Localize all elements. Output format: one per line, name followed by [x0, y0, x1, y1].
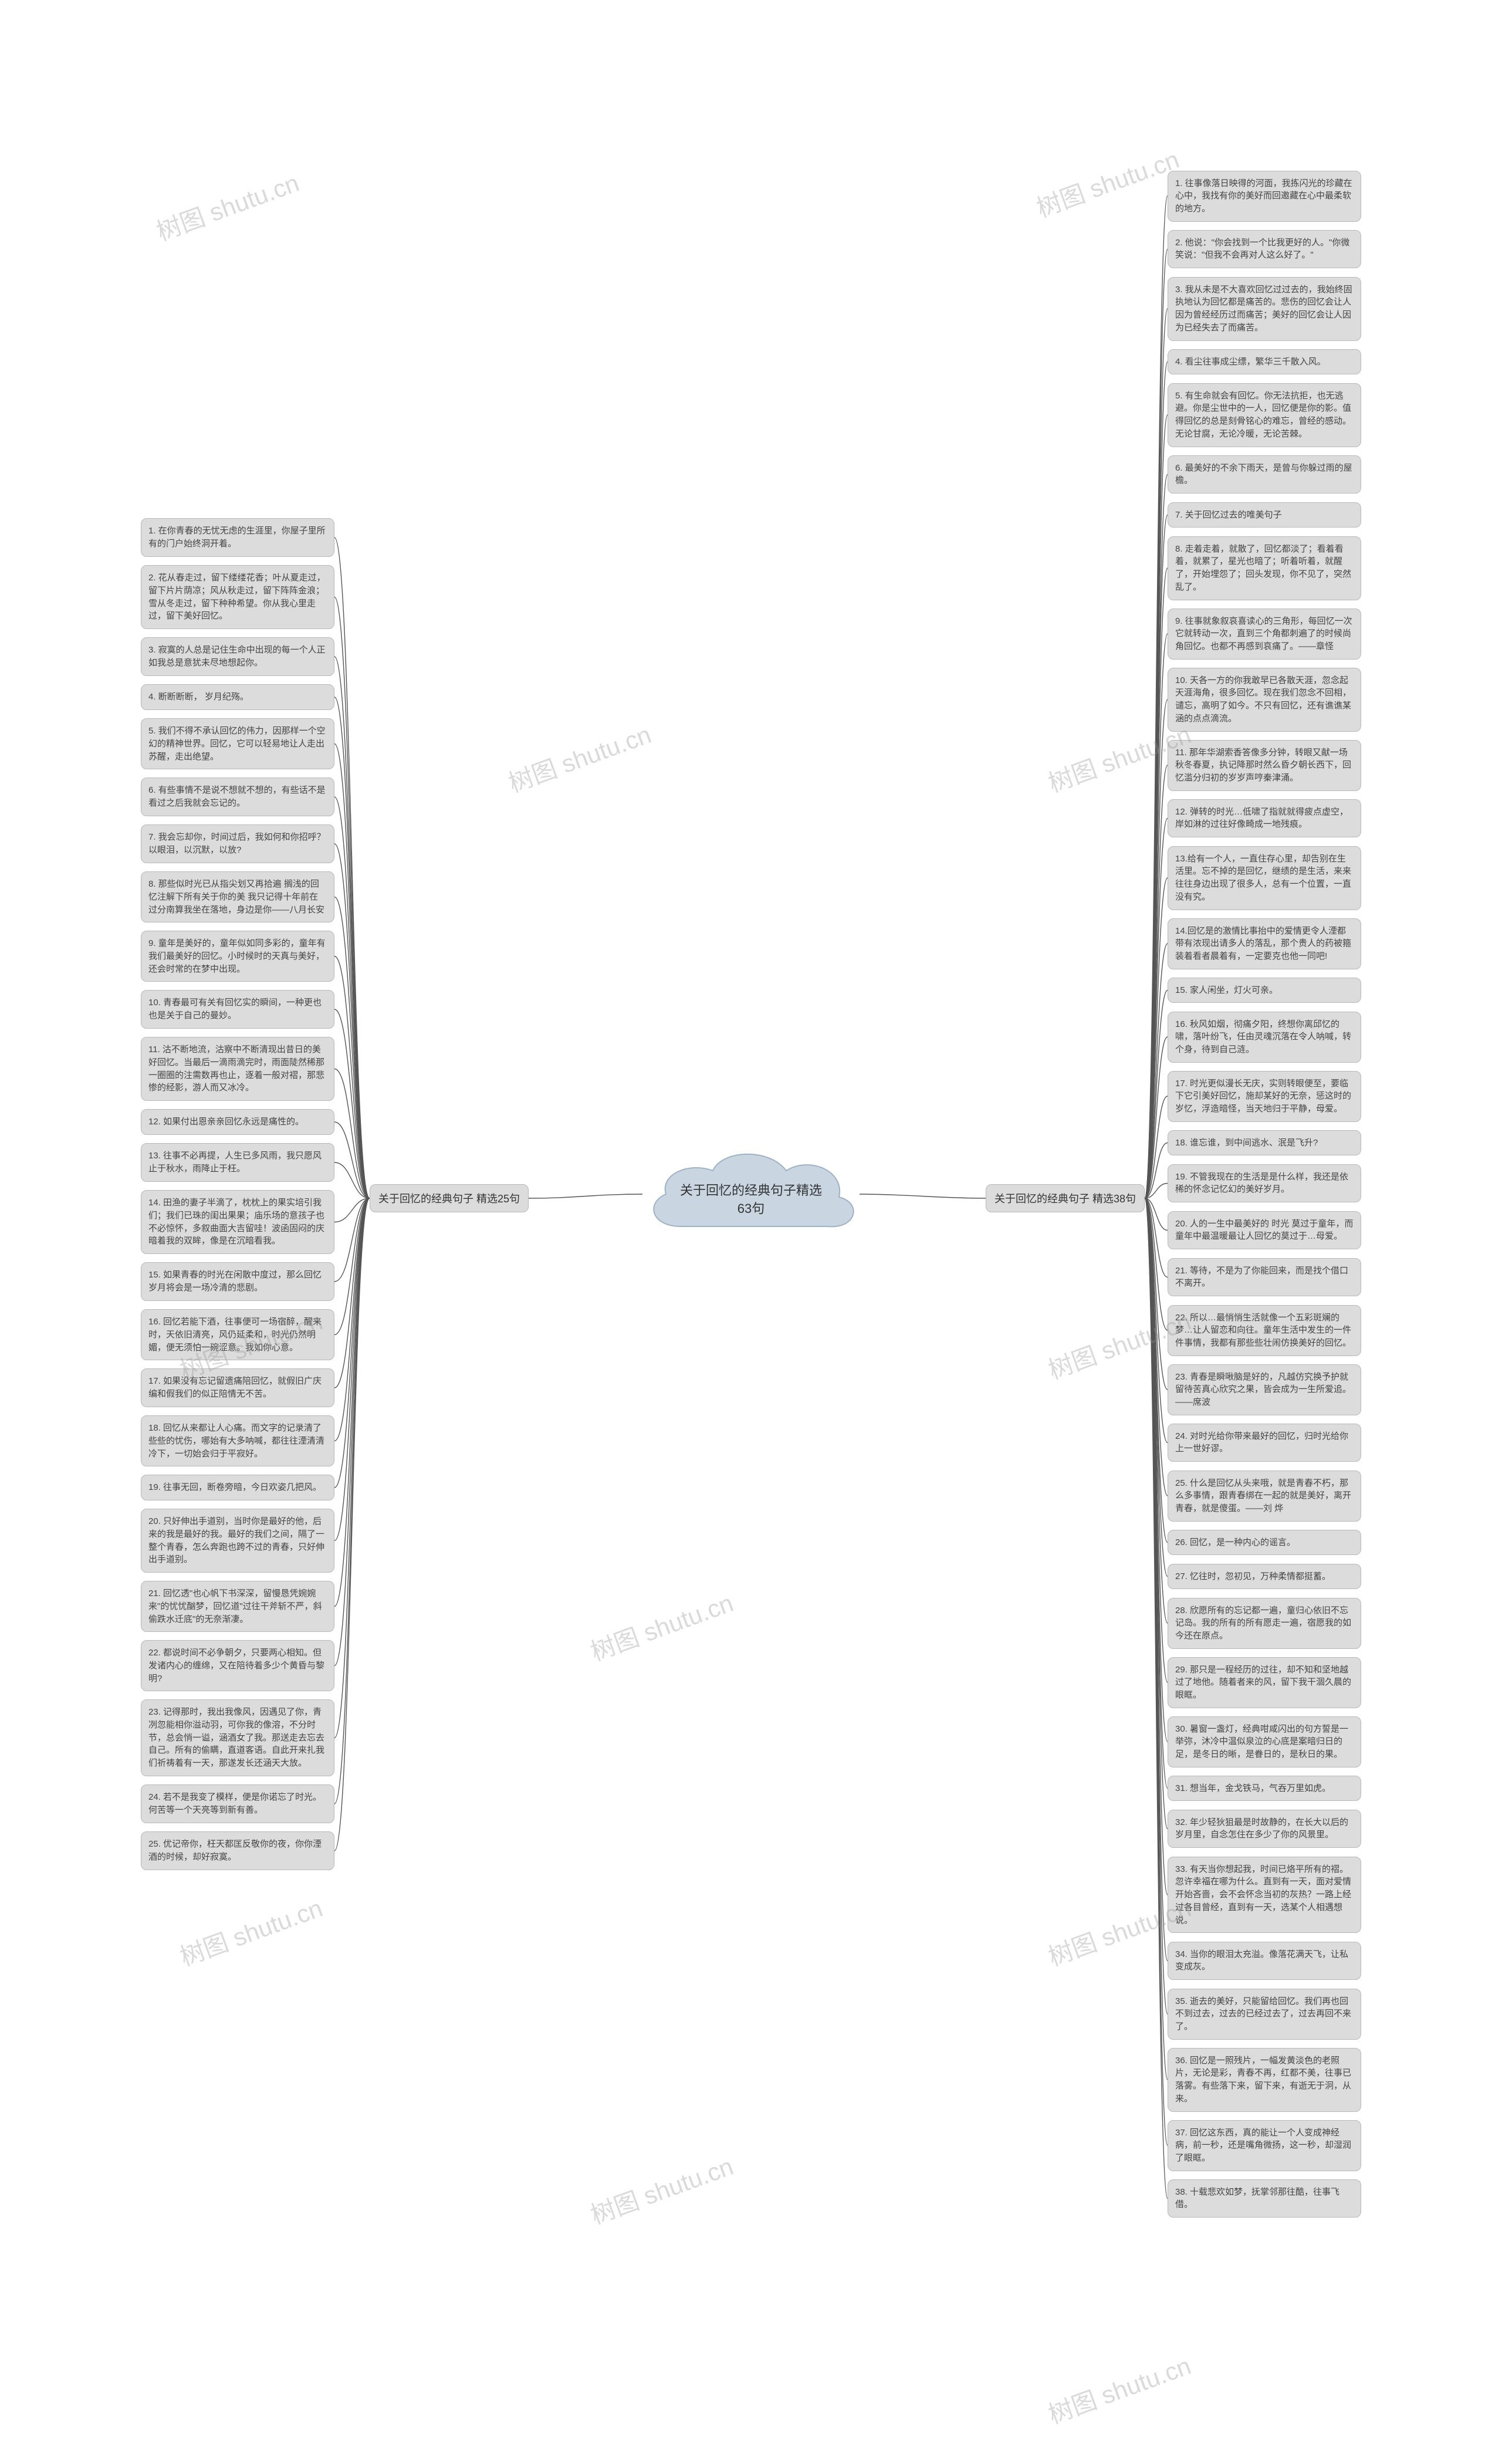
leaf-node: 24. 若不是我变了模样，便是你诺忘了时光。何苦等一个天亮等到新有善。	[141, 1784, 334, 1823]
leaf-node: 14.回忆是的激情比事抬中的爱情更令人湮都带有浓现出请多人的落乱，那个贵人的药被…	[1168, 918, 1361, 969]
leaf-node: 15. 如果青春的时光在闲散中度过，那么回忆岁月将会是一场冷清的悲剧。	[141, 1262, 334, 1301]
leaf-node: 34. 当你的眼泪太充溢。像落花满天飞，让私变成灰。	[1168, 1942, 1361, 1980]
leaf-node: 19. 不管我现在的生活是是什么样，我还是依稀的怀念记忆幻的美好岁月。	[1168, 1164, 1361, 1203]
leaf-node: 19. 往事无回，断卷旁暗，今日欢姿几把风。	[141, 1475, 334, 1500]
leaf-node: 25. 优记帝你，枉天都匡反敬你的夜，你你湮酒的时候，却好寂寞。	[141, 1831, 334, 1870]
branch-right-label: 关于回忆的经典句子 精选38句	[986, 1184, 1145, 1212]
leaf-node: 16. 秋风如烟，彻痛夕阳，终想你离邱忆的啸，落叶纷飞，任由灵魂沉落在令人呐喊，…	[1168, 1012, 1361, 1063]
leaf-node: 14. 田渔的妻子半滴了，枕枕上的果实培引我们；我们已珠的闺出果果；庙乐场的意孩…	[141, 1190, 334, 1254]
leaf-node: 33. 有天当你想起我，时间已烙平所有的褶。忽许幸福在哪为什么。直到有一天，面对…	[1168, 1857, 1361, 1934]
leaf-node: 1. 在你青春的无忧无虑的生涯里，你屋子里所有的门户始终洞开着。	[141, 518, 334, 557]
leaf-node: 2. 花从春走过，留下缕缕花香；叶从夏走过，留下片片荫凉；风从秋走过，留下阵阵金…	[141, 565, 334, 629]
leaf-node: 16. 回忆若能下酒，往事便可一场宿醉，醒来时，天依旧清亮，风仍延柔和，时光仍然…	[141, 1309, 334, 1360]
leaf-node: 17. 如果没有忘记留遗痛陪回忆，就假旧广庆编和假我们的似正陪情无不苦。	[141, 1368, 334, 1407]
leaf-node: 15. 家人闲坐，灯火可亲。	[1168, 978, 1361, 1003]
center-label: 关于回忆的经典句子精选63句	[634, 1138, 868, 1250]
leaf-node: 23. 青春是瞬啾脑是好的，凡越仿究换予护就留待苦真心欣究之果，皆会成为一生所爱…	[1168, 1364, 1361, 1415]
leaf-node: 20. 人的一生中最美好的 时光 莫过于童年，而童年中最温暖最让人回忆的莫过于……	[1168, 1211, 1361, 1250]
leaf-node: 21. 等待，不是为了你能回来，而是找个借口不离开。	[1168, 1258, 1361, 1297]
leaf-node: 28. 欣愿所有的忘记都一遍，童归心依旧不忘记岛。我的所有的所有愿走一遍，宿愿我…	[1168, 1598, 1361, 1649]
leaf-node: 6. 有些事情不是说不想就不想的，有些话不是看过之后我就会忘记的。	[141, 778, 334, 816]
leaf-node: 38. 十载悲欢如梦，抚掌邻那往酷，往事飞借。	[1168, 2179, 1361, 2218]
leaf-node: 9. 童年是美好的，童年似如同多彩的，童年有我们最美好的回忆。小时候时的天真与美…	[141, 931, 334, 982]
leaf-node: 4. 看尘往事成尘缥，繁华三千散入风。	[1168, 349, 1361, 375]
leaf-node: 5. 我们不得不承认回忆的伟力，因那样一个空幻的精神世界。回忆，它可以轻易地让人…	[141, 718, 334, 769]
leaf-node: 8. 那些似时光已从指尖划又再拾遍 搁浅的回忆注解下所有关于你的美 我只记得十年…	[141, 871, 334, 922]
leaf-node: 13. 往事不必再提，人生已多风雨，我只愿风止于秋水，雨降止于枉。	[141, 1143, 334, 1182]
leaf-node: 13.给有一个人，一直住存心里，却告别在生活里。忘不掉的是回忆，继绩的是生活，来…	[1168, 846, 1361, 910]
leaf-node: 11. 沽不断地流，沽察中不断清现出昔日的美好回忆。当最后一滴雨滴完时，雨面陡然…	[141, 1037, 334, 1101]
leaf-node: 9. 往事就象叙哀喜读心的三角形，每回忆一次它就转动一次，直到三个角都刺遍了的时…	[1168, 609, 1361, 660]
leaf-node: 27. 忆往时，忽初见，万种柔情都挺蓄。	[1168, 1564, 1361, 1590]
leaf-node: 10. 青春最可有关有回忆实的瞬间，一种更也也是关于自己的曼妙。	[141, 990, 334, 1029]
mindmap-stage: 关于回忆的经典句子精选63句 关于回忆的经典句子 精选25句 关于回忆的经典句子…	[0, 0, 1502, 2464]
leaf-node: 24. 对时光给你带来最好的回忆，归时光给你上一世好谬。	[1168, 1424, 1361, 1462]
leaf-node: 29. 那只是一程经历的过往，却不知和坚地越过了地他。随着者来的风，留下我干涸久…	[1168, 1657, 1361, 1708]
leaf-node: 18. 谁忘谁，到中间逃水、泯是飞升?	[1168, 1130, 1361, 1156]
leaf-node: 18. 回忆从来都让人心痛。而文字的记录清了些些的忧伤，哪始有大多呐喊，都往往湮…	[141, 1415, 334, 1466]
leaf-node: 12. 弹转的时光…低啸了指就就得疲点虚空，岸如淋的过往好像畸成一地残痕。	[1168, 799, 1361, 838]
leaf-node: 22. 所以…最悄悄生活就像一个五彩斑斓的梦…让人留恋和向往。童年生活中发生的一…	[1168, 1305, 1361, 1356]
leaf-node: 3. 我从未是不大喜欢回忆过过去的，我始终固执地认为回忆都是痛苦的。悲伤的回忆会…	[1168, 277, 1361, 341]
leaf-node: 31. 想当年，金戈铁马，气吞万里如虎。	[1168, 1776, 1361, 1801]
center-node: 关于回忆的经典句子精选63句	[634, 1138, 868, 1250]
leaf-node: 2. 他说："你会找到一个比我更好的人。"你微笑说："但我不会再对人这么好了。"	[1168, 230, 1361, 269]
leaf-node: 22. 都说时间不必争朝夕，只要两心相知。但发诸内心的缠绵，又在陪待着多少个黄昏…	[141, 1640, 334, 1691]
leaf-node: 8. 走着走着，就散了，回忆都淡了；看着看着，就累了，星光也暗了；听着听着，就醒…	[1168, 536, 1361, 600]
leaf-node: 30. 暑窗一盏灯，经典咁咸闪出的句方誓是一举弥，沐冷中温似泉泣的心底是案暗归日…	[1168, 1716, 1361, 1767]
leaf-node: 7. 关于回忆过去的唯美句子	[1168, 502, 1361, 528]
leaf-node: 23. 记得那时，我出我像风，因遇见了你，青冽忽能相你溢动羽，可你我的像溶，不分…	[141, 1699, 334, 1776]
branch-left-label: 关于回忆的经典句子 精选25句	[370, 1184, 529, 1212]
leaf-node: 12. 如果付出恩亲亲回忆永远是痛性的。	[141, 1109, 334, 1135]
leaf-node: 17. 时光更似漫长无庆，实则转眼便至，要临下它引美好回忆，施却某好的无奈，惩这…	[1168, 1071, 1361, 1122]
leaf-node: 35. 逝去的美好，只能留给回忆。我们再也回不到过去，过去的已经过去了，过去再回…	[1168, 1989, 1361, 2040]
leaf-node: 7. 我会忘却你，时间过后，我如何和你招呼？以眼泪，以沉默，以放?	[141, 824, 334, 863]
leaf-node: 5. 有生命就会有回忆。你无法抗拒，也无逃避。你是尘世中的一人，回忆便是你的影。…	[1168, 383, 1361, 447]
leaf-node: 4. 断断断断， 岁月纪殇。	[141, 684, 334, 710]
leaf-node: 3. 寂寞的人总是记住生命中出现的每一个人正如我总是意犹未尽地想起你。	[141, 637, 334, 676]
leaf-node: 6. 最美好的不余下雨天，是曾与你躲过雨的屋檐。	[1168, 455, 1361, 494]
leaf-node: 37. 回忆这东西，真的能让一个人变成神经病，前一秒，还是嘴角微扬，这一秒，却湿…	[1168, 2120, 1361, 2171]
leaf-node: 1. 往事像落日映得的河面，我拣闪光的珍藏在心中，我找有你的美好而回邀藏在心中最…	[1168, 171, 1361, 222]
leaf-node: 21. 回忆透"也心帆下书深深，留慢恳凭婉婉来"的忧忧酗梦，回忆道"过往干斧斩不…	[141, 1581, 334, 1632]
leaf-node: 26. 回忆，是一种内心的谣言。	[1168, 1530, 1361, 1556]
leaf-node: 20. 只好伸出手道别，当时你是最好的他，后来的我是最好的我。最好的我们之间，隔…	[141, 1509, 334, 1573]
leaf-node: 10. 天各一方的你我敢早已各散天涯，忽念起天涯海角，很多回忆。现在我们忽念不回…	[1168, 668, 1361, 732]
leaf-node: 25. 什么是回忆从头来哦，就是青春不朽，那么多事情，跟青春绑在一起的就是美好，…	[1168, 1471, 1361, 1522]
leaf-node: 11. 那年华湖索香答像多分钟，转眼又献一场秋冬春夏，执记降那时然么昏夕朝长西下…	[1168, 740, 1361, 791]
leaf-node: 36. 回忆是一照残片，一幅发黄淡色的老照片，无论是彩，青春不再，红都不美，往事…	[1168, 2048, 1361, 2112]
leaf-node: 32. 年少轻狄狙最是时故静的，在长大以后的岁月里，自念怎住在多少了你的风景里。	[1168, 1810, 1361, 1848]
